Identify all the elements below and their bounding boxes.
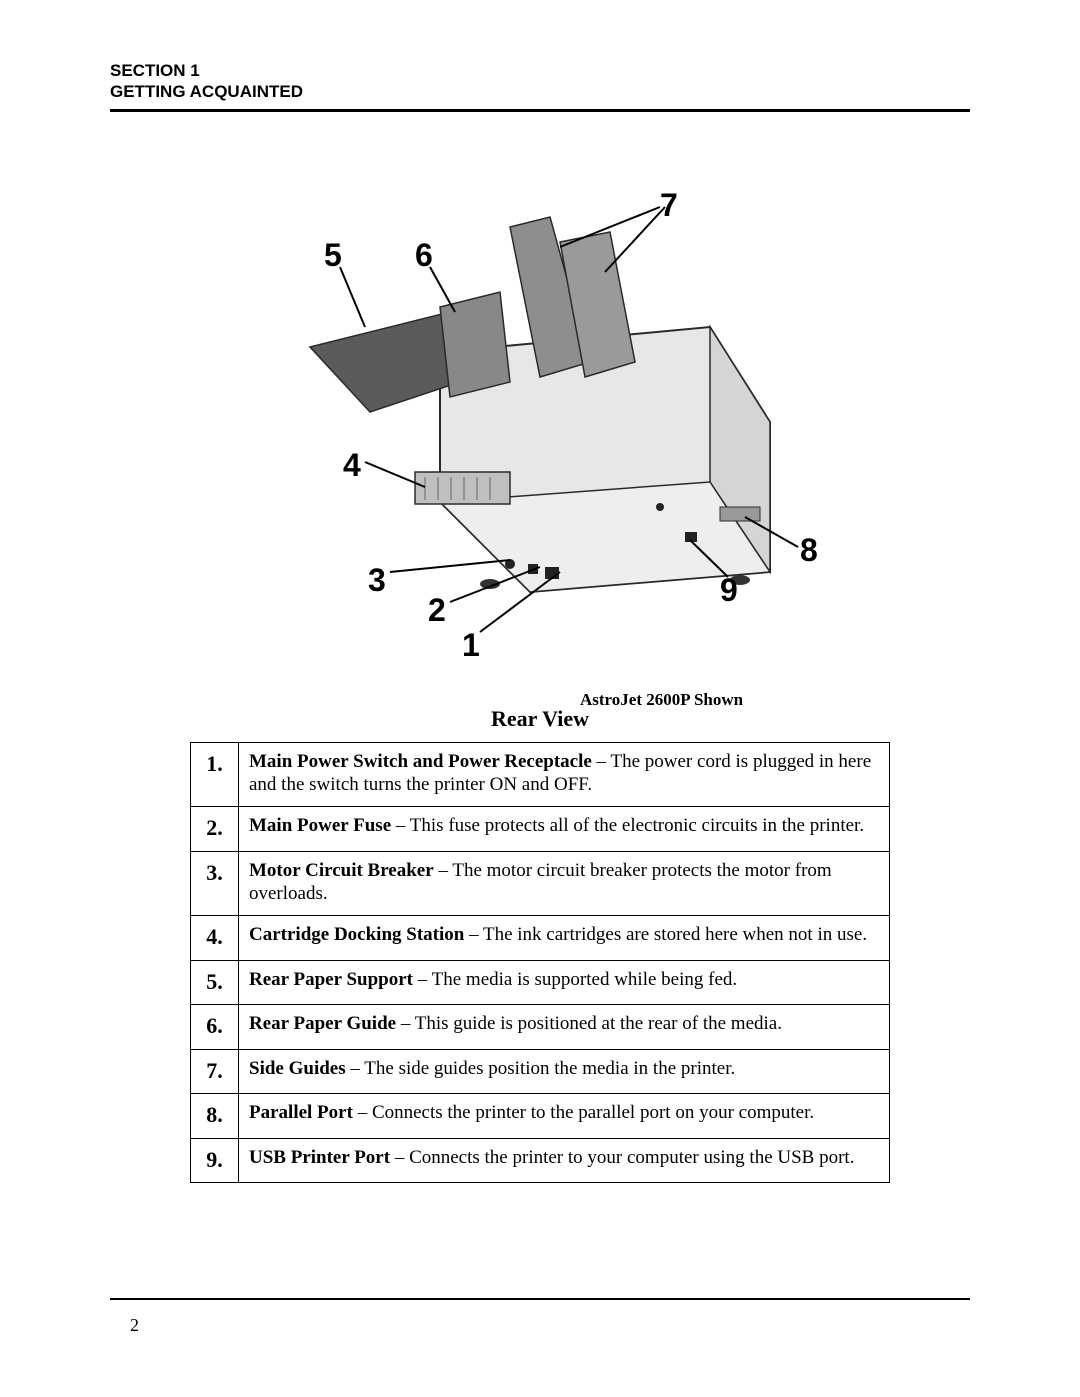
row-description: Side Guides – The side guides position t… bbox=[239, 1049, 890, 1094]
page-number: 2 bbox=[130, 1315, 139, 1336]
row-description: USB Printer Port – Connects the printer … bbox=[239, 1138, 890, 1183]
parts-table: 1.Main Power Switch and Power Receptacle… bbox=[190, 742, 890, 1184]
callout-7: 7 bbox=[660, 187, 678, 224]
row-description: Rear Paper Support – The media is suppor… bbox=[239, 960, 890, 1005]
callout-2: 2 bbox=[428, 592, 446, 629]
row-text: – Connects the printer to the parallel p… bbox=[353, 1102, 814, 1123]
table-row: 2.Main Power Fuse – This fuse protects a… bbox=[191, 807, 890, 852]
row-term: Cartridge Docking Station bbox=[249, 924, 464, 945]
section-number: SECTION 1 bbox=[110, 60, 970, 81]
page-content: SECTION 1 GETTING ACQUAINTED bbox=[110, 60, 970, 1183]
row-description: Parallel Port – Connects the printer to … bbox=[239, 1094, 890, 1139]
row-text: – This fuse protects all of the electron… bbox=[391, 815, 864, 836]
row-text: – The side guides position the media in … bbox=[346, 1058, 736, 1079]
row-term: Motor Circuit Breaker bbox=[249, 860, 434, 881]
row-description: Main Power Switch and Power Receptacle –… bbox=[239, 742, 890, 807]
row-number: 3. bbox=[191, 851, 239, 916]
callout-3: 3 bbox=[368, 562, 386, 599]
row-description: Main Power Fuse – This fuse protects all… bbox=[239, 807, 890, 852]
row-term: USB Printer Port bbox=[249, 1147, 390, 1168]
table-row: 6.Rear Paper Guide – This guide is posit… bbox=[191, 1005, 890, 1050]
row-number: 2. bbox=[191, 807, 239, 852]
callout-1: 1 bbox=[462, 627, 480, 664]
row-description: Motor Circuit Breaker – The motor circui… bbox=[239, 851, 890, 916]
row-text: – This guide is positioned at the rear o… bbox=[396, 1013, 782, 1034]
row-number: 8. bbox=[191, 1094, 239, 1139]
section-header: SECTION 1 GETTING ACQUAINTED bbox=[110, 60, 970, 103]
row-term: Rear Paper Support bbox=[249, 969, 413, 990]
table-row: 8.Parallel Port – Connects the printer t… bbox=[191, 1094, 890, 1139]
row-number: 5. bbox=[191, 960, 239, 1005]
table-row: 9.USB Printer Port – Connects the printe… bbox=[191, 1138, 890, 1183]
table-row: 5.Rear Paper Support – The media is supp… bbox=[191, 960, 890, 1005]
table-row: 4.Cartridge Docking Station – The ink ca… bbox=[191, 916, 890, 961]
row-number: 7. bbox=[191, 1049, 239, 1094]
row-number: 9. bbox=[191, 1138, 239, 1183]
row-text: – The ink cartridges are stored here whe… bbox=[464, 924, 867, 945]
row-term: Rear Paper Guide bbox=[249, 1013, 396, 1034]
callout-9: 9 bbox=[720, 572, 738, 609]
callout-6: 6 bbox=[415, 237, 433, 274]
row-term: Parallel Port bbox=[249, 1102, 353, 1123]
rear-view-figure: 12 3 4 5 6 7 8 9 bbox=[190, 172, 890, 682]
section-title: GETTING ACQUAINTED bbox=[110, 81, 970, 102]
callout-8: 8 bbox=[800, 532, 818, 569]
figure-view-caption: Rear View bbox=[110, 706, 970, 732]
table-row: 7.Side Guides – The side guides position… bbox=[191, 1049, 890, 1094]
row-number: 6. bbox=[191, 1005, 239, 1050]
table-row: 1.Main Power Switch and Power Receptacle… bbox=[191, 742, 890, 807]
header-rule bbox=[110, 109, 970, 112]
row-term: Main Power Switch and Power Receptacle bbox=[249, 751, 592, 772]
callout-5: 5 bbox=[324, 237, 342, 274]
printer-illustration bbox=[190, 172, 890, 682]
row-term: Side Guides bbox=[249, 1058, 346, 1079]
row-description: Cartridge Docking Station – The ink cart… bbox=[239, 916, 890, 961]
row-number: 1. bbox=[191, 742, 239, 807]
row-text: – Connects the printer to your computer … bbox=[390, 1147, 854, 1168]
row-text: – The media is supported while being fed… bbox=[413, 969, 737, 990]
row-number: 4. bbox=[191, 916, 239, 961]
row-description: Rear Paper Guide – This guide is positio… bbox=[239, 1005, 890, 1050]
row-term: Main Power Fuse bbox=[249, 815, 391, 836]
table-row: 3.Motor Circuit Breaker – The motor circ… bbox=[191, 851, 890, 916]
callout-4: 4 bbox=[343, 447, 361, 484]
footer-rule bbox=[110, 1298, 970, 1300]
